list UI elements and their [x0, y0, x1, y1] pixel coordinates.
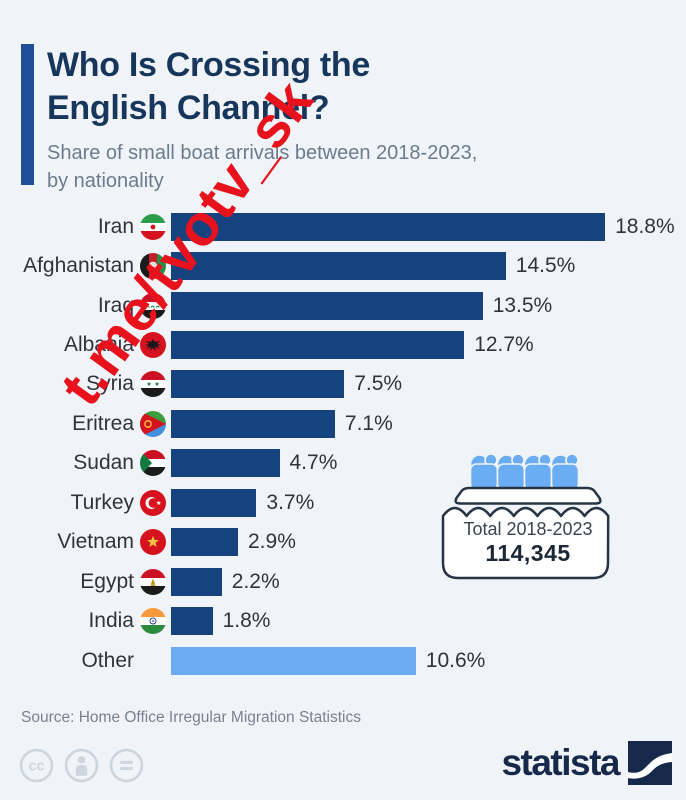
iraq-flag-icon: [140, 292, 166, 319]
egypt-flag-icon: [140, 568, 166, 595]
country-label: Iran: [97, 214, 134, 238]
country-label: Sudan: [73, 451, 134, 475]
country-label: Other: [81, 648, 134, 672]
vietnam-flag-icon: [140, 529, 166, 556]
header: Who Is Crossing the English Channel? Sha…: [21, 44, 477, 195]
bar-row: Turkey 3.7%: [0, 483, 686, 522]
total-label: Total 2018-2023: [463, 519, 593, 539]
value-label: 12.7%: [474, 333, 534, 357]
bar: [171, 291, 483, 320]
bar: [171, 607, 213, 636]
statista-brand: statista: [501, 741, 672, 785]
page-subtitle: Share of small boat arrivals between 201…: [47, 139, 477, 195]
svg-text:cc: cc: [29, 759, 45, 775]
no-derivatives-icon: [109, 748, 144, 783]
value-label: 3.7%: [266, 490, 315, 514]
cc-icon: cc: [19, 748, 54, 783]
bar-row: Eritrea 7.1%: [0, 404, 686, 443]
statista-wordmark: statista: [501, 742, 620, 783]
boat-rim: [454, 486, 602, 505]
value-label: 10.6%: [425, 648, 486, 672]
bar: [171, 212, 606, 241]
migrants-icon: [469, 453, 580, 491]
bar: [171, 528, 238, 557]
iran-flag-icon: [140, 213, 166, 240]
bar: [171, 331, 465, 360]
value-label: 14.5%: [515, 254, 576, 278]
country-label: Afghanistan: [23, 254, 134, 278]
page-subtitle-line2: by nationality: [47, 170, 164, 192]
value-label: 4.7%: [289, 451, 338, 475]
bar-row: India 1.8%: [0, 601, 686, 640]
bar: [171, 449, 280, 478]
afghanistan-flag-icon: [140, 253, 166, 280]
value-label: 7.5%: [354, 372, 403, 396]
bar: [171, 252, 506, 281]
sudan-flag-icon: [140, 450, 166, 477]
india-flag-icon: [140, 608, 166, 635]
statista-logo-icon: [628, 741, 672, 785]
bar-row: Egypt 2.2%: [0, 562, 686, 601]
bar-row: Other 10.6%: [0, 641, 686, 680]
turkey-flag-icon: [140, 489, 166, 516]
license-icons: cc: [18, 747, 145, 784]
eritrea-flag-icon: [140, 410, 166, 437]
boat-hull: [441, 506, 610, 580]
country-label: Eritrea: [72, 411, 134, 435]
country-label: Vietnam: [57, 530, 134, 554]
page-title: Who Is Crossing the English Channel?: [47, 44, 477, 130]
boat-icon: [441, 453, 610, 580]
value-label: 13.5%: [492, 293, 553, 317]
bar-chart: Iran 18.8% Afghanistan 14.5% Iraq 13.5% Albani…: [0, 207, 686, 680]
page-title-line2: English Channel?: [47, 89, 330, 127]
syria-flag-icon: [140, 371, 166, 398]
bar: [171, 567, 222, 596]
bar-row: Syria 7.5%: [0, 365, 686, 404]
bar: [171, 370, 345, 399]
flag-spacer: [140, 648, 166, 674]
attribution-icon: [64, 748, 99, 783]
albania-flag-icon: [140, 332, 166, 359]
bar-row: Sudan 4.7%: [0, 444, 686, 483]
value-label: 2.2%: [231, 569, 280, 593]
country-label: Iraq: [97, 293, 134, 317]
value-label: 2.9%: [248, 530, 296, 554]
country-label: Syria: [86, 372, 134, 396]
page-title-line1: Who Is Crossing the: [47, 46, 370, 84]
value-label: 18.8%: [615, 214, 675, 238]
country-label: Turkey: [70, 490, 134, 514]
bar-row: Iraq 13.5%: [0, 286, 686, 325]
country-label: Albania: [63, 333, 134, 357]
bar: [171, 646, 416, 675]
source-text: Source: Home Office Irregular Migration …: [21, 709, 361, 726]
page-subtitle-line1: Share of small boat arrivals between 201…: [47, 142, 478, 164]
bar: [171, 488, 257, 517]
value-label: 1.8%: [222, 609, 271, 633]
title-accent-bar: [21, 44, 34, 185]
bar-row: Afghanistan 14.5%: [0, 246, 686, 285]
total-value: 114,345: [485, 540, 571, 566]
bar-row: Iran 18.8%: [0, 207, 686, 246]
country-label: Egypt: [80, 569, 134, 593]
total-box: Total 2018-2023 114,345: [438, 446, 618, 586]
bar: [171, 409, 335, 438]
value-label: 7.1%: [344, 411, 393, 435]
bar-row: Albania 12.7%: [0, 325, 686, 364]
bar-row: Vietnam 2.9%: [0, 523, 686, 562]
country-label: India: [88, 609, 134, 633]
